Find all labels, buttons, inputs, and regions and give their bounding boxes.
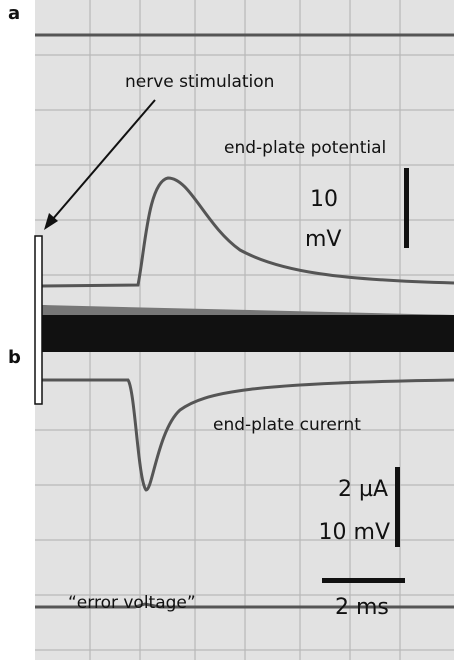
scale-label: 2 ms [335, 595, 389, 620]
scale-label: 10 [310, 187, 338, 212]
annotation: “error voltage” [68, 593, 196, 613]
scale-label: mV [305, 227, 341, 252]
figure: a b nerve stimulation end-plate potentia… [0, 0, 454, 660]
stimulus-bar [35, 236, 42, 404]
panel-label: a [8, 3, 20, 24]
annotation: nerve stimulation [125, 72, 274, 92]
current-scale-bar [395, 467, 400, 547]
panel-label: b [8, 347, 21, 368]
annotation: end-plate potential [224, 138, 386, 158]
scale-label: 2 µA [338, 477, 388, 502]
epp-scale-bar [404, 168, 409, 248]
scale-label: 10 mV [319, 520, 390, 545]
annotation: end-plate curernt [213, 415, 361, 435]
time-scale-bar [322, 578, 405, 583]
